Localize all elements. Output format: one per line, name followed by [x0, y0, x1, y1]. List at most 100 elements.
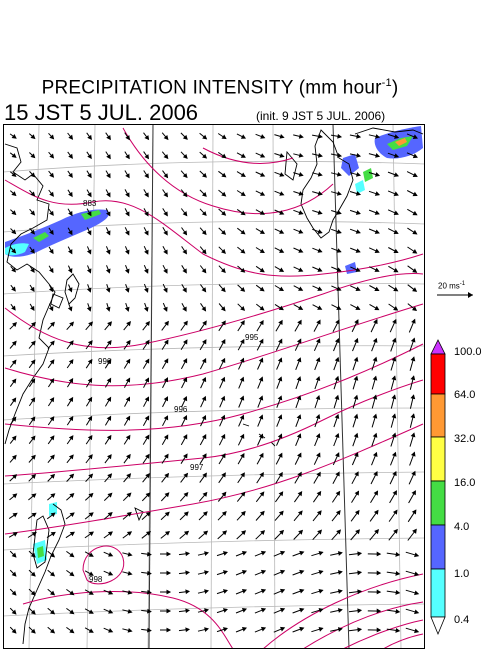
map-background — [3, 124, 425, 649]
wind-arrowhead — [87, 154, 92, 160]
wind-arrowhead — [30, 248, 35, 254]
isobar-label: 883 — [83, 199, 97, 208]
wind-arrowhead — [127, 589, 133, 595]
wind-arrowhead — [202, 453, 207, 459]
isobars — [4, 127, 424, 649]
wind-vectors — [8, 132, 420, 634]
wind-arrowhead — [259, 491, 265, 497]
wind-arrowhead — [393, 286, 399, 292]
wind-arrowhead — [393, 528, 398, 534]
wind-arrowhead — [147, 627, 152, 633]
wind-arrowhead — [296, 357, 302, 363]
wind-arrowhead — [220, 414, 226, 420]
wind-arrowhead — [372, 413, 378, 419]
wind-arrowhead — [182, 306, 187, 312]
wind-arrowhead — [315, 394, 321, 401]
wind-arrowhead — [376, 627, 382, 633]
wind-arrowhead — [201, 306, 207, 312]
wind-arrowhead — [145, 492, 151, 498]
wind-arrowhead — [372, 451, 378, 457]
wind-arrowhead — [374, 305, 380, 311]
wind-arrowhead — [357, 570, 363, 576]
wind-arrowhead — [353, 375, 359, 381]
wind-arrowhead — [163, 192, 169, 198]
wind-arrowhead — [356, 172, 362, 177]
wind-arrowhead — [182, 192, 188, 198]
map-panel: 883 996 995 996 997 998 — [3, 124, 425, 649]
wind-arrowhead — [87, 396, 93, 402]
wind-arrowhead — [163, 268, 168, 274]
wind-arrowhead — [202, 472, 207, 478]
wind-arrowhead — [68, 172, 73, 178]
wind-arrowhead — [125, 135, 130, 141]
wind-arrowhead — [107, 454, 112, 460]
wind-arrowhead — [278, 491, 284, 497]
wind-arrowhead — [222, 530, 228, 536]
wind-arrowhead — [69, 473, 75, 479]
precip-patch — [355, 180, 365, 194]
wind-arrowhead — [163, 434, 169, 440]
wind-arrowhead — [163, 173, 169, 179]
wind-arrowhead — [411, 509, 417, 515]
wind-arrowhead — [298, 248, 304, 253]
legend-level: 100.0 — [454, 346, 482, 358]
wind-arrowhead — [318, 569, 324, 575]
wind-arrowhead — [376, 551, 382, 557]
wind-arrowhead — [182, 211, 188, 217]
wind-arrowhead — [356, 133, 362, 139]
wind-arrowhead — [372, 394, 378, 400]
wind-arrowhead — [296, 395, 302, 401]
wind-arrowhead — [259, 338, 264, 344]
wind-arrowhead — [106, 415, 112, 421]
wind-arrowhead — [374, 528, 379, 535]
wind-arrowhead — [259, 210, 266, 215]
wind-arrowhead — [355, 210, 361, 215]
isobar-label: 998 — [89, 575, 103, 584]
precip-heavy-patch — [395, 138, 407, 146]
wind-arrowhead — [86, 268, 92, 274]
wind-arrowhead — [144, 377, 149, 383]
wind-arrowhead — [220, 376, 226, 382]
wind-arrowhead — [337, 570, 343, 575]
wind-arrowhead — [354, 471, 359, 477]
wind-arrowhead — [239, 433, 245, 439]
wind-arrowhead — [68, 211, 73, 217]
wind-arrowhead — [166, 589, 172, 595]
legend-level: 64.0 — [454, 389, 476, 401]
precip-moderate-patch — [33, 232, 49, 242]
wind-arrowhead — [353, 394, 359, 400]
wind-arrowhead — [86, 249, 92, 255]
wind-arrowhead — [260, 134, 266, 139]
wind-arrowhead — [49, 590, 56, 596]
wind-arrowhead — [315, 357, 321, 363]
wind-arrowhead — [240, 153, 246, 158]
wind-arrowhead — [260, 569, 267, 575]
wind-arrowhead — [374, 210, 380, 215]
wind-arrowhead — [318, 626, 324, 632]
wind-arrowhead — [299, 569, 305, 575]
wind-arrowhead — [30, 305, 35, 312]
wind-arrowhead — [260, 550, 267, 556]
wind-arrowhead — [279, 229, 285, 234]
wind-arrowhead — [49, 416, 55, 422]
wind-arrowhead — [336, 529, 342, 535]
wind-arrowhead — [183, 320, 188, 326]
wind-arrowhead — [49, 191, 54, 197]
wind-arrowhead — [68, 378, 74, 384]
wind-arrowhead — [30, 153, 36, 159]
wind-arrowhead — [221, 453, 226, 459]
wind-arrowhead — [259, 286, 265, 292]
wind-arrowhead — [220, 268, 226, 274]
wind-arrowhead — [357, 589, 363, 595]
wind-arrowhead — [125, 192, 130, 198]
wind-arrowhead — [336, 191, 342, 196]
wind-arrowhead — [106, 230, 111, 236]
wind-arrowhead — [87, 415, 93, 421]
wind-arrowhead — [259, 305, 265, 311]
wind-arrowhead — [259, 229, 266, 234]
wind-arrowhead — [49, 397, 55, 403]
wind-arrowhead — [395, 609, 401, 614]
wind-arrowhead — [202, 339, 207, 345]
legend-level: 4.0 — [454, 521, 470, 533]
wind-arrowhead — [144, 396, 149, 402]
